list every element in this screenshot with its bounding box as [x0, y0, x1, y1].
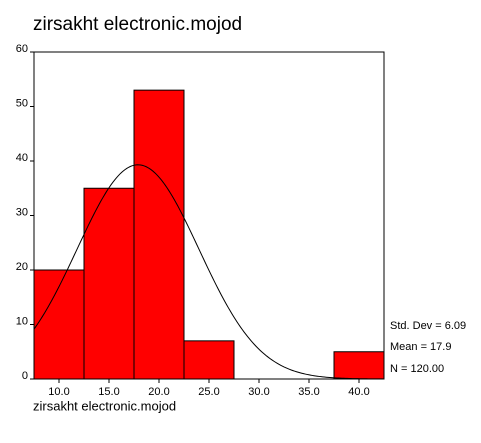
x-tick-label: 30.0: [248, 386, 269, 398]
bar: [183, 340, 235, 380]
bar: [333, 351, 385, 380]
chart-title: zirsakht electronic.mojod: [33, 14, 242, 35]
x-axis-label: zirsakht electronic.mojod: [33, 398, 176, 413]
x-tick-label: 15.0: [98, 386, 119, 398]
x-tick-label: 10.0: [48, 386, 69, 398]
bar: [83, 187, 135, 380]
y-tick-label: 50: [16, 97, 28, 109]
x-tick-label: 20.0: [148, 386, 169, 398]
x-tick-label: 40.0: [348, 386, 369, 398]
stat-n: N = 120.00: [390, 363, 444, 375]
y-tick-label: 0: [22, 370, 28, 382]
bar: [133, 89, 185, 380]
y-tick-label: 30: [16, 206, 28, 218]
y-tick-label: 40: [16, 152, 28, 164]
stat-mean: Mean = 17.9: [390, 341, 451, 353]
y-tick-label: 10: [16, 315, 28, 327]
normal-curve: [33, 164, 385, 380]
x-tick-label: 35.0: [298, 386, 319, 398]
y-tick-label: 60: [16, 43, 28, 55]
stat-std-dev: Std. Dev = 6.09: [390, 320, 466, 332]
y-tick-label: 20: [16, 261, 28, 273]
bar: [33, 269, 85, 380]
x-tick-label: 25.0: [198, 386, 219, 398]
